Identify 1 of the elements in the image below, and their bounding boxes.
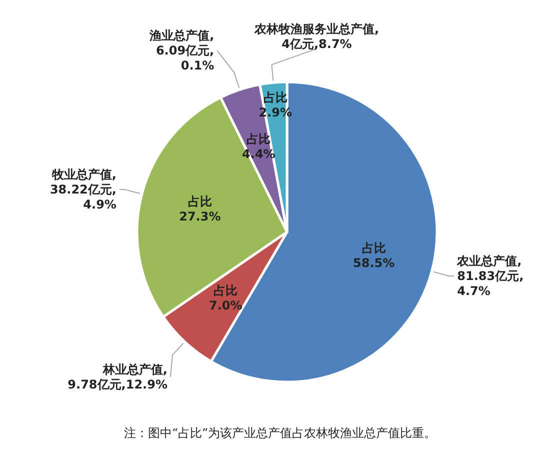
annotation: 注：图中“占比”为该产业总产值占农林牧渔业总产值比重。 — [124, 426, 436, 440]
